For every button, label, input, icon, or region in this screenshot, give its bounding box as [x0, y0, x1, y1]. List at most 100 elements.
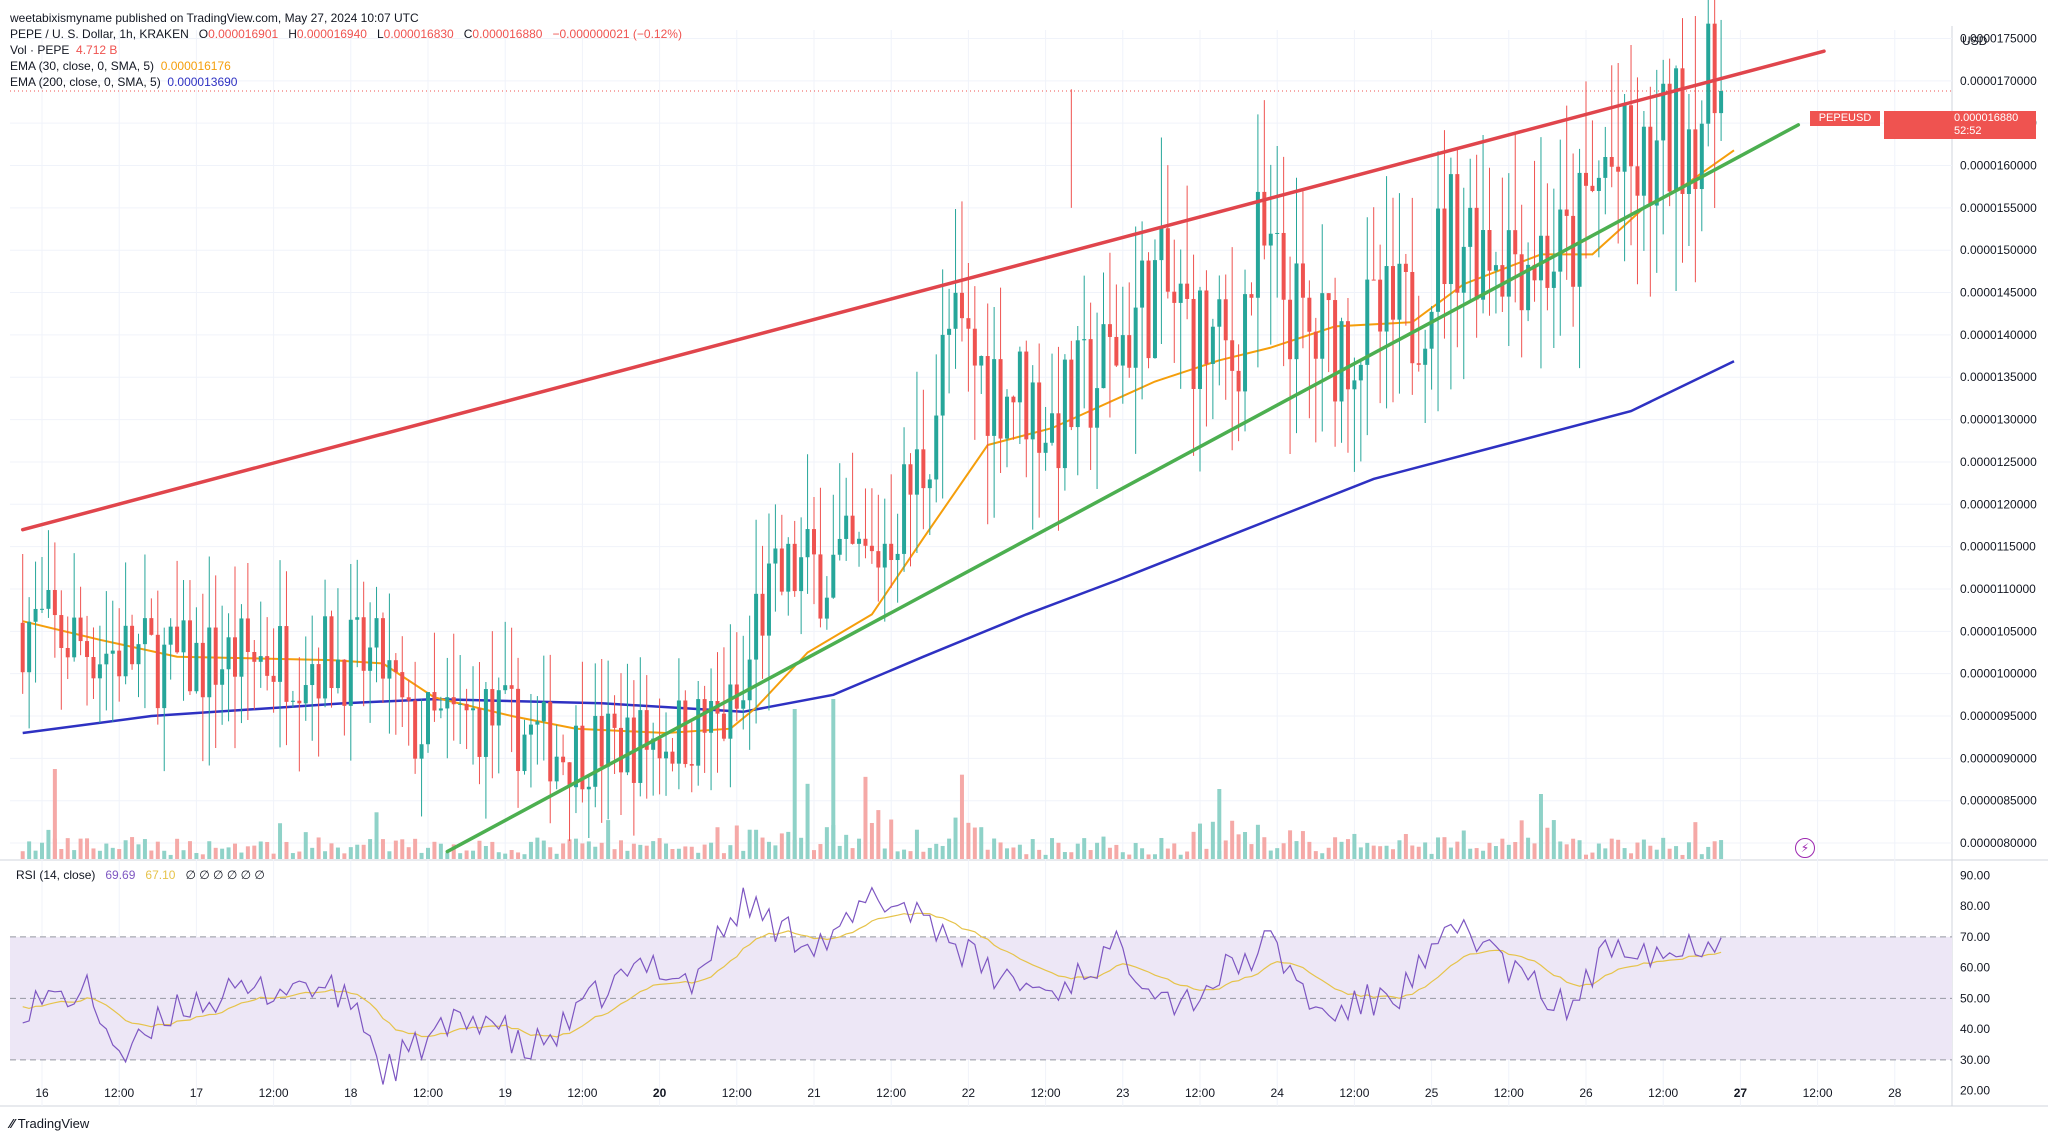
- candle-body: [1191, 298, 1196, 389]
- candle-body: [1185, 283, 1190, 299]
- candle-body: [1519, 254, 1524, 311]
- volume-bar: [1455, 841, 1460, 859]
- volume-bar: [226, 847, 231, 859]
- volume-bar: [91, 848, 96, 859]
- footer-brand: ⁄⁄ TradingView: [10, 1116, 89, 1131]
- candle-body: [721, 713, 726, 739]
- volume-bar: [110, 847, 115, 859]
- candle-body: [33, 608, 38, 622]
- price-tick-label: 0.0000160000: [1960, 159, 2037, 173]
- volume-bar: [387, 851, 392, 859]
- candle-body: [760, 593, 765, 636]
- volume-bar: [831, 699, 836, 859]
- volume-bar: [1635, 842, 1640, 859]
- rsi-tick-label: 80.00: [1960, 899, 1990, 913]
- candle-body: [528, 724, 533, 735]
- candle-body: [554, 756, 559, 782]
- volume-bar: [528, 841, 533, 859]
- volume-bar: [1378, 846, 1383, 859]
- candle-body: [869, 545, 874, 552]
- volume-bar: [1616, 839, 1621, 859]
- volume-bar: [1558, 841, 1563, 859]
- candle-body: [1230, 340, 1235, 371]
- rsi-lines: [22, 886, 1722, 1085]
- volume-bar: [1133, 842, 1138, 859]
- candle-body: [155, 634, 160, 709]
- volume-bar: [522, 854, 527, 859]
- candle-body: [329, 616, 334, 689]
- volume-bar: [805, 783, 810, 859]
- candle-body: [670, 751, 675, 764]
- lightning-icon[interactable]: ⚡: [1795, 838, 1815, 858]
- candle-body: [940, 334, 945, 416]
- candle-body: [168, 626, 173, 645]
- time-tick-label: 20: [653, 1086, 667, 1100]
- open-value: 0.000016901: [208, 27, 279, 41]
- candle-body: [110, 650, 115, 654]
- volume-bar: [175, 838, 180, 859]
- candle-body: [998, 359, 1003, 439]
- low-label: L: [376, 27, 384, 41]
- candle-body: [278, 626, 283, 682]
- price-tick-label: 0.0000080000: [1960, 836, 2037, 850]
- volume-bar: [773, 845, 778, 859]
- candle-body: [78, 617, 83, 642]
- volume-bar: [1333, 837, 1338, 859]
- volume-bar: [644, 845, 649, 859]
- symbol-title: PEPE / U. S. Dollar, 1h, KRAKEN: [10, 27, 189, 41]
- rsi-tick-label: 40.00: [1960, 1022, 1990, 1036]
- candle-body: [1410, 271, 1415, 364]
- volume-bar: [1082, 838, 1087, 859]
- candle-body: [419, 744, 424, 759]
- candle-body: [908, 464, 913, 495]
- candle-body: [1101, 324, 1106, 389]
- volume-bar: [1538, 794, 1543, 859]
- candle-body: [1397, 263, 1402, 320]
- candle-body: [368, 647, 373, 671]
- volume-bar: [1712, 841, 1717, 859]
- candle-body: [561, 756, 566, 763]
- candle-body: [458, 703, 463, 705]
- candle-body: [1622, 105, 1627, 172]
- volume-bar: [1011, 847, 1016, 859]
- volume-bar: [303, 832, 308, 859]
- volume-bar: [187, 841, 192, 859]
- candle-body: [651, 738, 656, 750]
- volume-bar: [1230, 820, 1235, 859]
- volume-bar: [1519, 820, 1524, 859]
- volume-bar: [1358, 847, 1363, 859]
- volume-bar: [1223, 840, 1228, 859]
- volume-bar: [162, 850, 167, 859]
- volume-bar: [1603, 848, 1608, 859]
- volume-bar: [316, 837, 321, 859]
- candle-body: [40, 608, 44, 610]
- candle-body: [1107, 324, 1112, 337]
- volume-bar: [741, 850, 746, 859]
- resistance-trendline: [20, 49, 1826, 532]
- candle-body: [535, 721, 540, 725]
- candle-body: [1037, 382, 1042, 453]
- candle-body: [1307, 297, 1312, 332]
- open-label: O: [198, 27, 209, 41]
- price-tick-label: 0.0000100000: [1960, 667, 2037, 681]
- candle-body: [644, 710, 649, 750]
- time-tick-label: 12:00: [876, 1086, 906, 1100]
- candle-body: [1429, 311, 1434, 349]
- volume-bar: [953, 817, 958, 859]
- volume-bar: [1532, 843, 1537, 859]
- volume-bar: [1674, 846, 1679, 859]
- rsi-tick-label: 60.00: [1960, 961, 1990, 975]
- candle-body: [477, 708, 482, 757]
- volume-bar: [1307, 841, 1312, 859]
- price-tick-label: 0.0000105000: [1960, 624, 2037, 638]
- price-tag-countdown: 52:52: [1954, 125, 1982, 137]
- volume-bar: [882, 848, 887, 859]
- candle-body: [1095, 388, 1100, 428]
- volume-bar: [1088, 850, 1093, 859]
- volume-bar: [239, 852, 244, 859]
- volume-bar: [619, 840, 623, 859]
- volume-bar: [914, 829, 919, 859]
- time-tick-label: 18: [344, 1086, 358, 1100]
- volume-bar: [541, 840, 546, 859]
- price-tick-label: 0.0000145000: [1960, 286, 2037, 300]
